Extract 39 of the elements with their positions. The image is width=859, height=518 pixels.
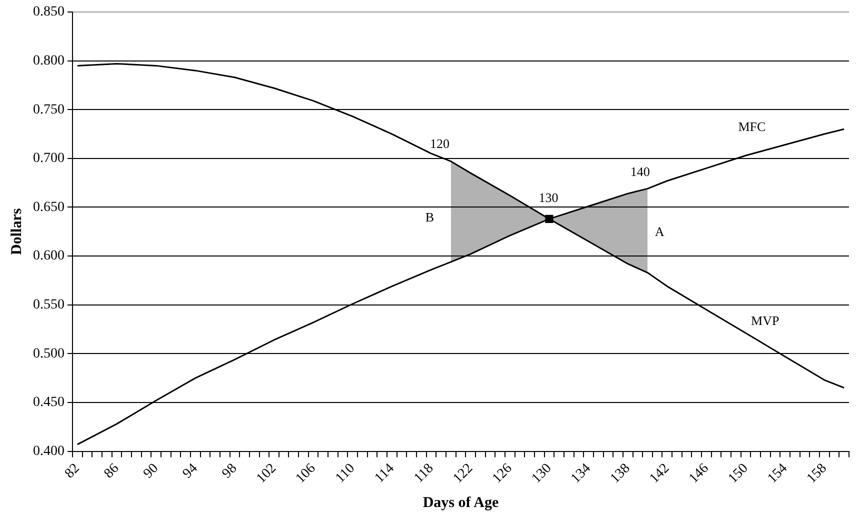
x-tick-label: 118 bbox=[412, 461, 437, 486]
y-tick-label: 0.800 bbox=[33, 53, 64, 68]
x-tick-label: 98 bbox=[220, 461, 240, 482]
x-tick-label: 142 bbox=[647, 461, 673, 486]
annotation: 130 bbox=[538, 190, 558, 206]
x-tick-label: 110 bbox=[332, 461, 358, 486]
y-tick-label: 0.700 bbox=[33, 151, 64, 166]
y-tick-label: 0.650 bbox=[33, 200, 64, 215]
annotation: MVP bbox=[751, 313, 780, 328]
x-tick-label: 82 bbox=[62, 461, 83, 482]
x-tick-label: 114 bbox=[372, 461, 398, 486]
y-tick-label: 0.550 bbox=[33, 298, 64, 313]
y-axis-title: Dollars bbox=[8, 208, 25, 255]
annotation: 120 bbox=[430, 136, 450, 152]
annotation: A bbox=[654, 224, 665, 239]
y-tick-label: 0.400 bbox=[33, 444, 64, 459]
x-tick-label: 102 bbox=[254, 461, 280, 486]
x-tick-label: 146 bbox=[686, 461, 712, 486]
y-tick-label: 0.850 bbox=[33, 4, 64, 20]
x-tick-label: 130 bbox=[529, 461, 555, 486]
x-tick-label: 106 bbox=[293, 461, 319, 486]
x-tick-label: 138 bbox=[608, 461, 634, 486]
x-tick-label: 94 bbox=[180, 461, 201, 482]
x-tick-label: 86 bbox=[102, 461, 122, 482]
y-tick-label: 0.500 bbox=[33, 346, 64, 362]
x-tick-label: 158 bbox=[804, 461, 830, 486]
x-tick-label: 134 bbox=[568, 461, 594, 486]
x-tick-label: 122 bbox=[450, 461, 476, 486]
y-tick-label: 0.600 bbox=[33, 248, 64, 264]
x-axis-title: Days of Age bbox=[422, 494, 500, 511]
x-tick-label: 126 bbox=[490, 461, 516, 486]
annotation: MFC bbox=[738, 118, 766, 134]
y-tick-label: 0.750 bbox=[33, 102, 64, 118]
annotation: B bbox=[425, 209, 434, 224]
x-tick-label: 150 bbox=[726, 461, 752, 486]
x-tick-label: 90 bbox=[140, 461, 162, 482]
x-tick-label: 154 bbox=[765, 461, 791, 486]
annotation: 140 bbox=[630, 164, 650, 179]
y-tick-label: 0.450 bbox=[33, 395, 64, 410]
